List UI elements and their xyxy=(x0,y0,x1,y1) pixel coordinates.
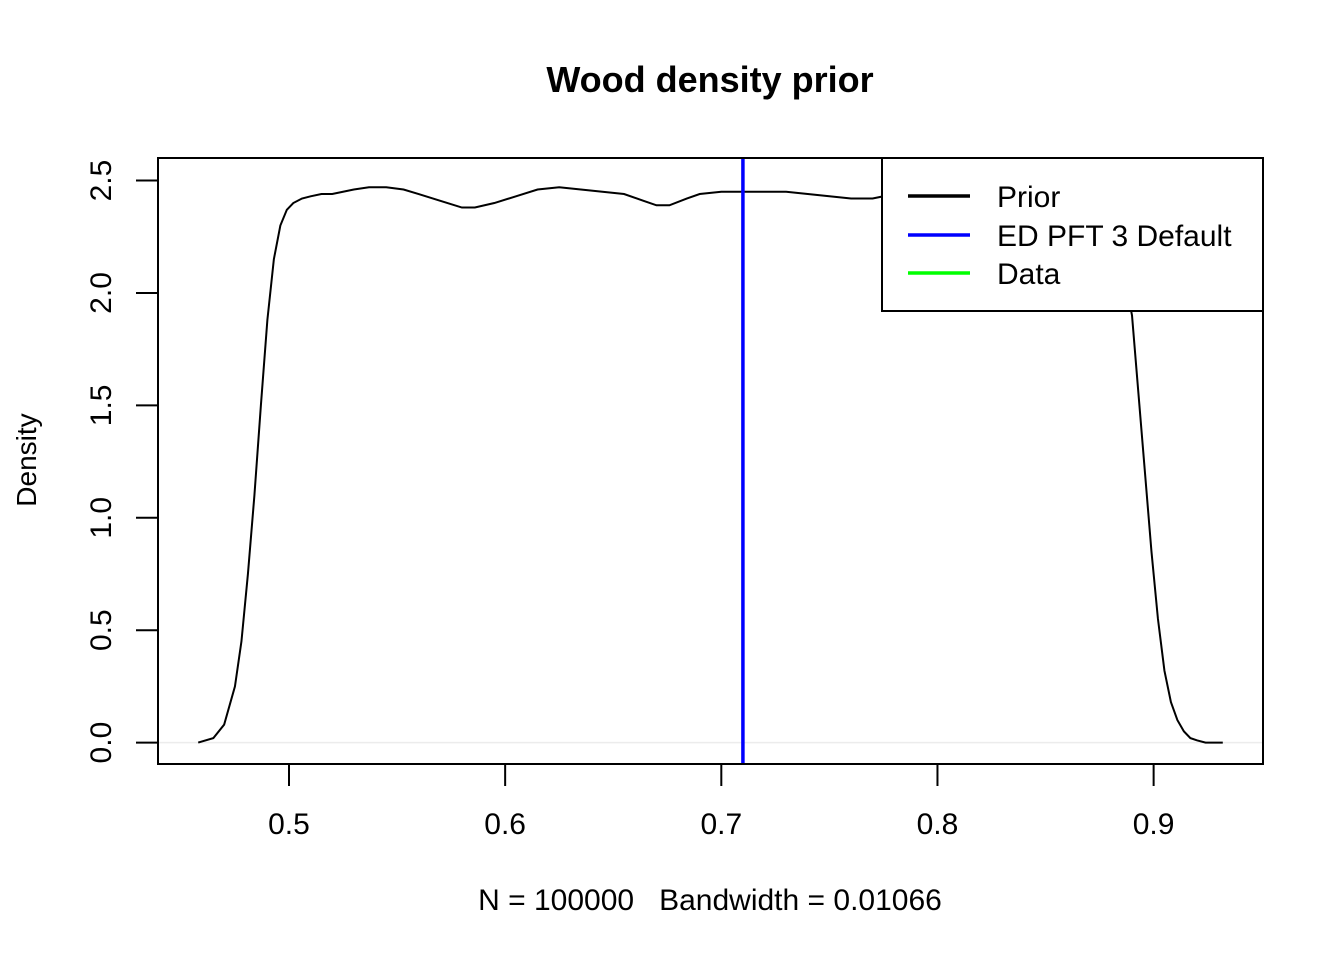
x-axis-label: N = 100000 Bandwidth = 0.01066 xyxy=(478,884,942,917)
y-tick-label: 0.0 xyxy=(85,722,118,764)
legend-label: Prior xyxy=(997,181,1060,214)
legend-label: ED PFT 3 Default xyxy=(997,220,1232,253)
prior-density-line xyxy=(197,186,1223,744)
x-tick-label: 0.9 xyxy=(1133,808,1175,841)
legend: Prior ED PFT 3 Default Data xyxy=(881,157,1264,312)
x-tick-label: 0.6 xyxy=(484,808,526,841)
legend-label: Data xyxy=(997,258,1061,291)
x-tick-label: 0.8 xyxy=(917,808,959,841)
chart-title: Wood density prior xyxy=(546,59,873,100)
x-tick-label: 0.7 xyxy=(700,808,742,841)
plot-area xyxy=(158,158,1263,764)
y-tick-label: 2.0 xyxy=(85,272,118,314)
x-tick-label: 0.5 xyxy=(268,808,310,841)
y-tick-label: 2.5 xyxy=(85,160,118,202)
y-tick-label: 0.5 xyxy=(85,609,118,651)
y-axis-label: Density xyxy=(11,413,42,506)
y-tick-label: 1.5 xyxy=(85,385,118,427)
y-tick-label: 1.0 xyxy=(85,497,118,539)
plot-frame xyxy=(157,157,1264,765)
